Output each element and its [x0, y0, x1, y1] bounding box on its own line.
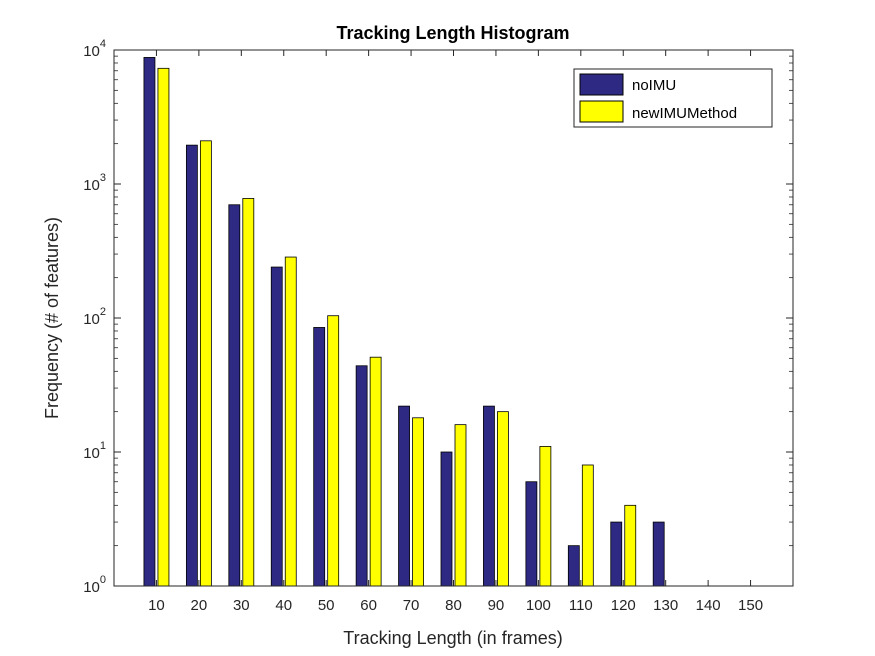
bar-noimu-70	[398, 405, 410, 587]
x-tick-label: 80	[445, 597, 462, 614]
bar-noimu-60	[355, 365, 368, 587]
bars-layer	[143, 57, 665, 587]
bar-noimu-40	[270, 266, 283, 587]
bar-newimumethod-70	[412, 417, 424, 587]
bar-noimu-90	[483, 405, 495, 587]
x-tick-label: 100	[526, 597, 551, 614]
bar-newimumethod-10	[157, 67, 170, 587]
legend-swatch-newimumethod	[579, 100, 624, 123]
x-tick-label: 110	[569, 597, 593, 614]
x-tick-label: 60	[360, 597, 377, 614]
x-tick-label: 10	[148, 597, 165, 614]
y-axis-title: Frequency (# of features)	[42, 217, 62, 419]
x-tick-label: 20	[191, 597, 208, 614]
bar-newimumethod-120	[624, 504, 637, 587]
legend-swatch-noimu	[579, 73, 624, 96]
x-tick-label: 120	[611, 597, 636, 614]
y-tick-label: 103	[83, 172, 106, 194]
x-tick-label: 40	[275, 597, 292, 614]
bar-newimumethod-50	[327, 315, 340, 587]
x-tick-label: 140	[696, 597, 721, 614]
x-tick-label: 90	[488, 597, 505, 614]
bar-newimumethod-60	[369, 356, 382, 587]
bar-noimu-30	[228, 204, 241, 587]
x-tick-label: 150	[738, 597, 763, 614]
bar-noimu-50	[313, 327, 326, 587]
bar-newimumethod-40	[284, 256, 297, 587]
y-tick-label: 104	[83, 38, 106, 60]
y-tick-label: 101	[83, 440, 106, 462]
bar-noimu-120	[610, 521, 623, 587]
bar-newimumethod-30	[242, 198, 255, 587]
bar-noimu-10	[143, 57, 156, 587]
bar-noimu-100	[525, 481, 538, 587]
ticks-layer: 10 20 30 40 50 60 70 80 90 100 110 120 130 140 150 100 1…	[83, 38, 793, 614]
y-tick-label: 100	[83, 574, 106, 596]
bar-noimu-20	[185, 144, 198, 587]
legend-label-newimumethod: newIMUMethod	[632, 105, 737, 122]
bar-newimumethod-20	[199, 140, 212, 587]
bar-newimumethod-90	[497, 411, 509, 587]
x-tick-label: 30	[233, 597, 250, 614]
bar-newimumethod-100	[539, 446, 552, 587]
bar-newimumethod-110	[581, 464, 594, 587]
bar-noimu-110	[567, 545, 580, 587]
legend-label-noimu: noIMU	[632, 77, 676, 94]
x-tick-label: 70	[403, 597, 420, 614]
bar-noimu-130	[652, 521, 665, 587]
y-tick-label: 102	[83, 306, 106, 328]
bar-noimu-80	[440, 451, 453, 587]
chart-title: Tracking Length Histogram	[336, 23, 569, 43]
x-tick-label: 50	[318, 597, 335, 614]
legend: noIMU newIMUMethod	[573, 68, 773, 128]
bar-newimumethod-80	[454, 424, 467, 587]
x-tick-label: 130	[653, 597, 678, 614]
x-axis-title: Tracking Length (in frames)	[343, 628, 562, 648]
